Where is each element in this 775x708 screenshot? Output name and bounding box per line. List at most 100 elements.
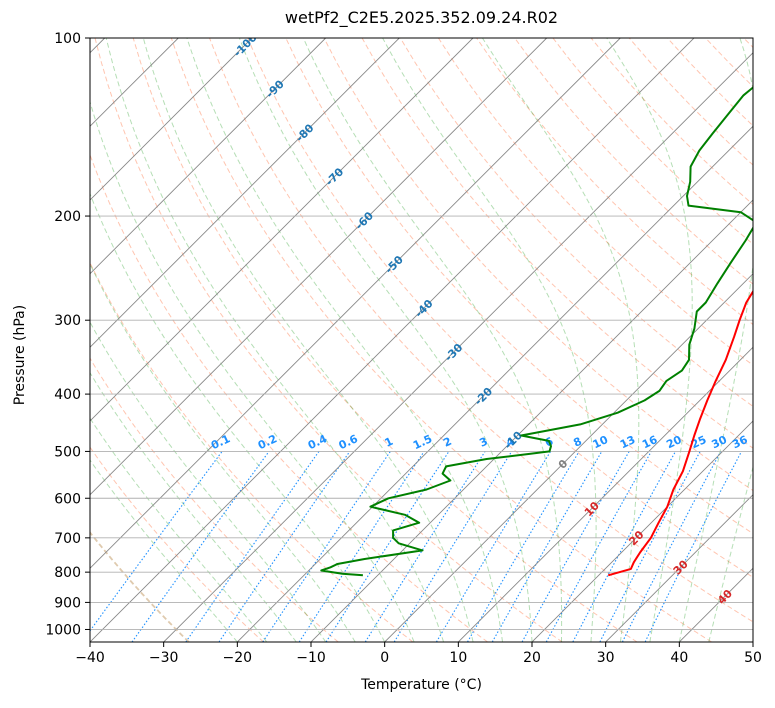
moist-adiabat-line	[90, 192, 386, 642]
x-tick-label: 30	[597, 650, 615, 666]
mixing-ratio-line	[131, 451, 270, 642]
moist-adiabat-line	[186, 38, 503, 642]
x-tick-label: −20	[223, 650, 253, 666]
temperature-profile-line	[607, 289, 753, 577]
isotherm-line	[90, 38, 621, 569]
dry-adiabat-line	[132, 38, 638, 642]
y-tick-label: 300	[54, 313, 81, 329]
isotherm-line	[457, 346, 753, 642]
dry-adiabats	[90, 38, 753, 642]
mixing-ratio-line	[325, 451, 450, 642]
mixing-ratio-label: 2	[441, 435, 453, 450]
x-tick-label: 0	[380, 650, 389, 666]
isotherm-line	[90, 38, 400, 348]
isotherm-label: -30	[442, 341, 465, 364]
dry-adiabat-line	[90, 446, 264, 642]
isotherm-label: -80	[293, 121, 316, 144]
isotherm-line	[384, 273, 753, 642]
moist-adiabat-line	[105, 38, 445, 642]
isotherms	[90, 38, 753, 642]
dry-adiabat-line	[247, 38, 753, 578]
isotherm-label: 40	[715, 587, 735, 607]
mixing-ratio-line	[644, 451, 742, 642]
isotherm-label: 10	[582, 499, 602, 519]
mixing-ratio-lines	[90, 451, 742, 642]
dry-adiabat-line	[94, 38, 563, 642]
moist-adiabat-line	[382, 38, 597, 642]
isotherm-line	[90, 38, 474, 422]
dry-adiabat-line	[667, 38, 753, 127]
isotherm-line	[531, 420, 753, 642]
dry-adiabat-line	[514, 38, 753, 285]
x-tick-label: −30	[149, 650, 179, 666]
isotherm-line	[90, 38, 548, 496]
mixing-ratio-label: 36	[730, 433, 750, 451]
plot-frame	[89, 37, 754, 643]
dry-adiabat-line	[90, 153, 488, 642]
moist-adiabat-line	[90, 417, 268, 642]
isotherm-line	[752, 641, 753, 642]
mixing-ratio-line	[545, 451, 652, 642]
x-tick-label: 40	[670, 650, 688, 666]
mixing-ratio-line	[621, 451, 722, 642]
y-axis-ticks: 100 200 300 400 500 600 700 800 900 1000	[45, 31, 90, 638]
moist-adiabat-line	[302, 38, 563, 642]
dry-adiabat-line	[209, 38, 753, 623]
isotherm-line	[90, 38, 179, 127]
mixing-ratio-label: 16	[640, 433, 660, 451]
isotherm-label: 20	[626, 528, 646, 548]
mixing-ratio-line	[599, 451, 701, 642]
dry-adiabat-line	[743, 38, 753, 49]
moist-adiabat-line	[481, 38, 640, 642]
isotherm-label: 30	[671, 557, 691, 577]
dry-adiabat-line	[170, 38, 712, 642]
x-tick-label: 20	[523, 650, 541, 666]
isotherm-label: -10	[502, 428, 525, 451]
mixing-ratio-label: 20	[664, 433, 684, 451]
mixing-ratio-label: 8	[571, 435, 583, 450]
y-tick-label: 100	[54, 31, 81, 47]
y-tick-label: 500	[54, 444, 81, 460]
isotherm-line	[90, 38, 327, 275]
isotherm-label: -50	[383, 253, 406, 276]
mixing-ratio-label: 10	[591, 433, 611, 451]
profile-lines	[320, 86, 753, 577]
moist-adiabat-line	[678, 38, 753, 642]
x-axis-label: Temperature (°C)	[361, 677, 482, 693]
isotherm-line	[236, 125, 753, 642]
chart-title: wetPf2_C2E5.2025.352.09.24.R02	[284, 8, 559, 27]
y-tick-label: 900	[54, 595, 81, 611]
isotherm-line	[90, 38, 106, 54]
mixing-ratio-label: 1	[383, 435, 395, 450]
mixing-ratio-line	[521, 451, 630, 642]
y-tick-label: 200	[54, 209, 81, 225]
mixing-ratio-label: 0.4	[306, 432, 329, 452]
mixing-ratio-line	[364, 451, 486, 642]
x-axis-ticks: −40 −30 −20 −10 0 10 20 30 40 50	[75, 642, 762, 666]
isotherm-line	[678, 567, 753, 642]
x-tick-label: 10	[449, 650, 467, 666]
dry-adiabat-line	[90, 357, 339, 642]
y-tick-label: 1000	[45, 622, 81, 638]
dry-adiabat-line	[590, 38, 753, 206]
x-tick-label: 50	[744, 650, 762, 666]
moist-adiabat-line	[90, 459, 238, 642]
isotherm-line	[163, 52, 753, 642]
dry-adiabat-line	[323, 38, 753, 492]
isotherm-label: -60	[353, 209, 376, 232]
dry-adiabat-line	[90, 261, 414, 642]
mixing-ratio-label: 0.1	[209, 432, 232, 452]
mixing-ratio-label: 3	[477, 435, 489, 450]
isotherm-label: -20	[472, 385, 495, 408]
dry-adiabat-line	[90, 531, 190, 642]
y-tick-label: 700	[54, 531, 81, 547]
mixing-ratio-line	[393, 451, 513, 642]
mixing-ratio-line	[572, 451, 676, 642]
y-tick-label: 600	[54, 491, 81, 507]
isotherm-line	[90, 38, 253, 201]
y-tick-label: 400	[54, 387, 81, 403]
mixing-ratio-line	[185, 451, 320, 642]
x-tick-label: −40	[75, 650, 105, 666]
mixing-ratio-line	[435, 451, 552, 642]
